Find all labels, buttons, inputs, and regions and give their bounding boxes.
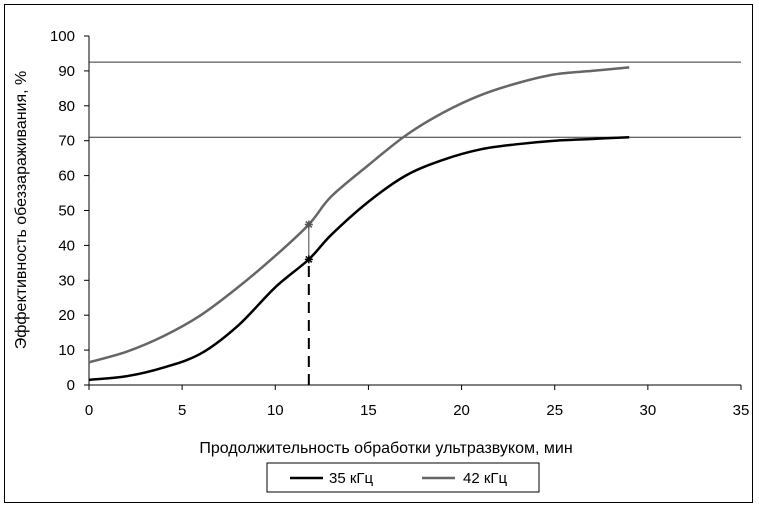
y-tick-label: 70 (58, 133, 75, 150)
y-tick-label: 80 (58, 98, 75, 115)
x-tick-label: 5 (178, 402, 186, 419)
y-tick-label: 100 (50, 28, 75, 45)
chart-frame (4, 4, 753, 503)
x-axis-title: Продолжительность обработки ультразвуком… (199, 440, 572, 457)
y-tick-label: 50 (58, 203, 75, 220)
y-axis-title: Эффективность обеззараживания, % (13, 71, 30, 350)
series-line-42khz (88, 66, 630, 364)
legend-label-42khz: 42 кГц (463, 470, 508, 487)
x-tick-label: 30 (640, 402, 657, 419)
x-tick-label: 20 (453, 402, 470, 419)
y-tick-label: 20 (58, 307, 75, 324)
x-tick-label: 10 (267, 402, 284, 419)
marker-point-35khz (304, 255, 313, 264)
legend: 35 кГц 42 кГц (266, 462, 540, 493)
x-tick-label: 35 (733, 402, 750, 419)
y-tick-label: 60 (58, 168, 75, 185)
marker-point-42khz (304, 220, 313, 229)
x-tick-label: 25 (546, 402, 563, 419)
x-tick-label: 15 (360, 402, 377, 419)
legend-label-35khz: 35 кГц (329, 470, 374, 487)
series-line-35khz (88, 135, 630, 382)
plot-area: 0 10 20 30 40 50 60 70 80 90 100 0 5 10 15 20 25 30 35 (50, 28, 749, 419)
y-tick-label: 40 (58, 237, 75, 254)
y-tick-label: 0 (67, 377, 75, 394)
y-tick-label: 10 (58, 342, 75, 359)
y-tick-label: 30 (58, 272, 75, 289)
x-tick-label: 0 (85, 402, 93, 419)
y-tick-label: 90 (58, 63, 75, 80)
